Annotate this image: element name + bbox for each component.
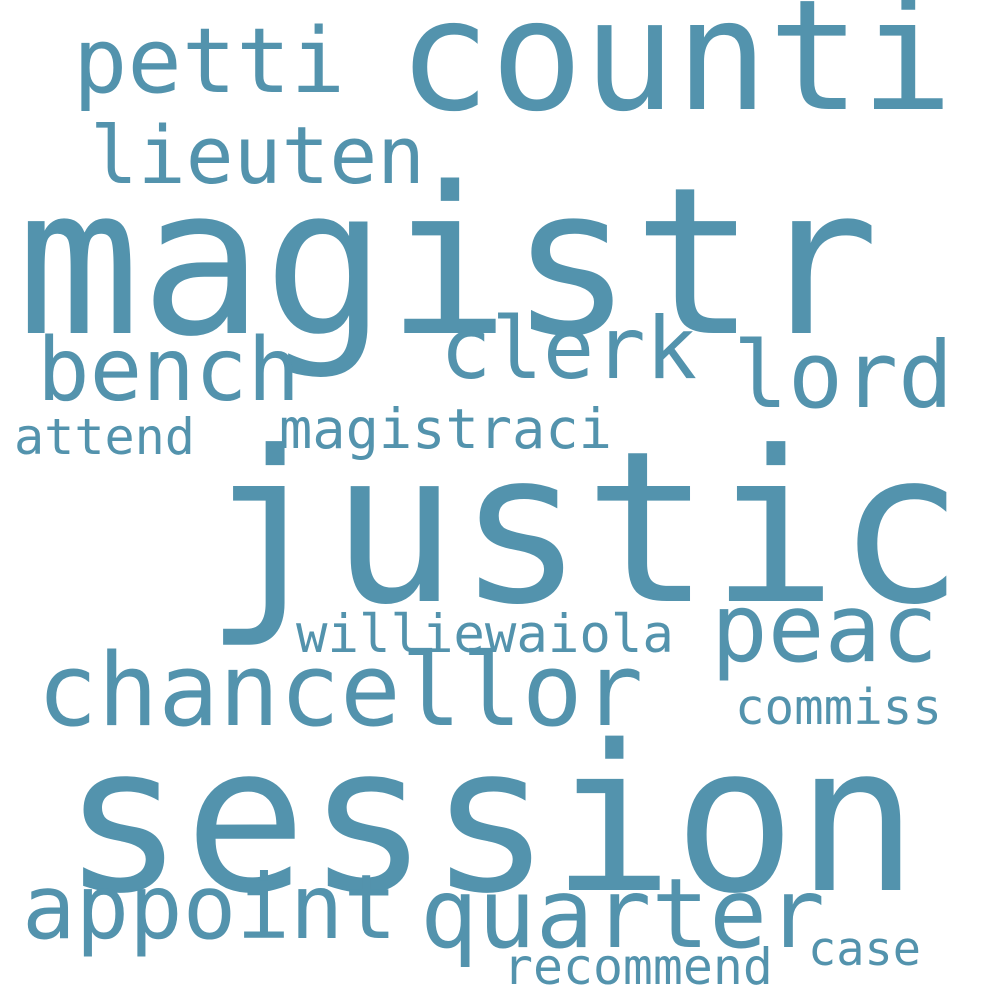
word-magistraci: magistraci <box>279 397 612 462</box>
word-appoint: appoint <box>22 854 398 959</box>
word-lieuten: lieuten <box>90 108 426 202</box>
word-bench: bench <box>37 319 301 422</box>
word-counti: counti <box>398 0 954 146</box>
word-clerk: clerk <box>440 299 698 399</box>
word-lord: lord <box>733 321 954 429</box>
word-williewaiola: williewaiola <box>296 604 674 666</box>
word-magistr: magistr <box>17 144 880 383</box>
word-quarter: quarter <box>420 857 825 970</box>
word-case: case <box>808 922 921 977</box>
word-justic: justic <box>204 406 964 652</box>
word-chancellor: chancellor <box>37 631 644 749</box>
word-session: session <box>62 700 919 938</box>
word-attend: attend <box>14 406 195 466</box>
word-recommend: recommend <box>503 937 773 996</box>
word-peac: peac <box>711 574 939 684</box>
word-petti: petti <box>73 8 346 114</box>
word-commiss: commiss <box>735 677 942 736</box>
